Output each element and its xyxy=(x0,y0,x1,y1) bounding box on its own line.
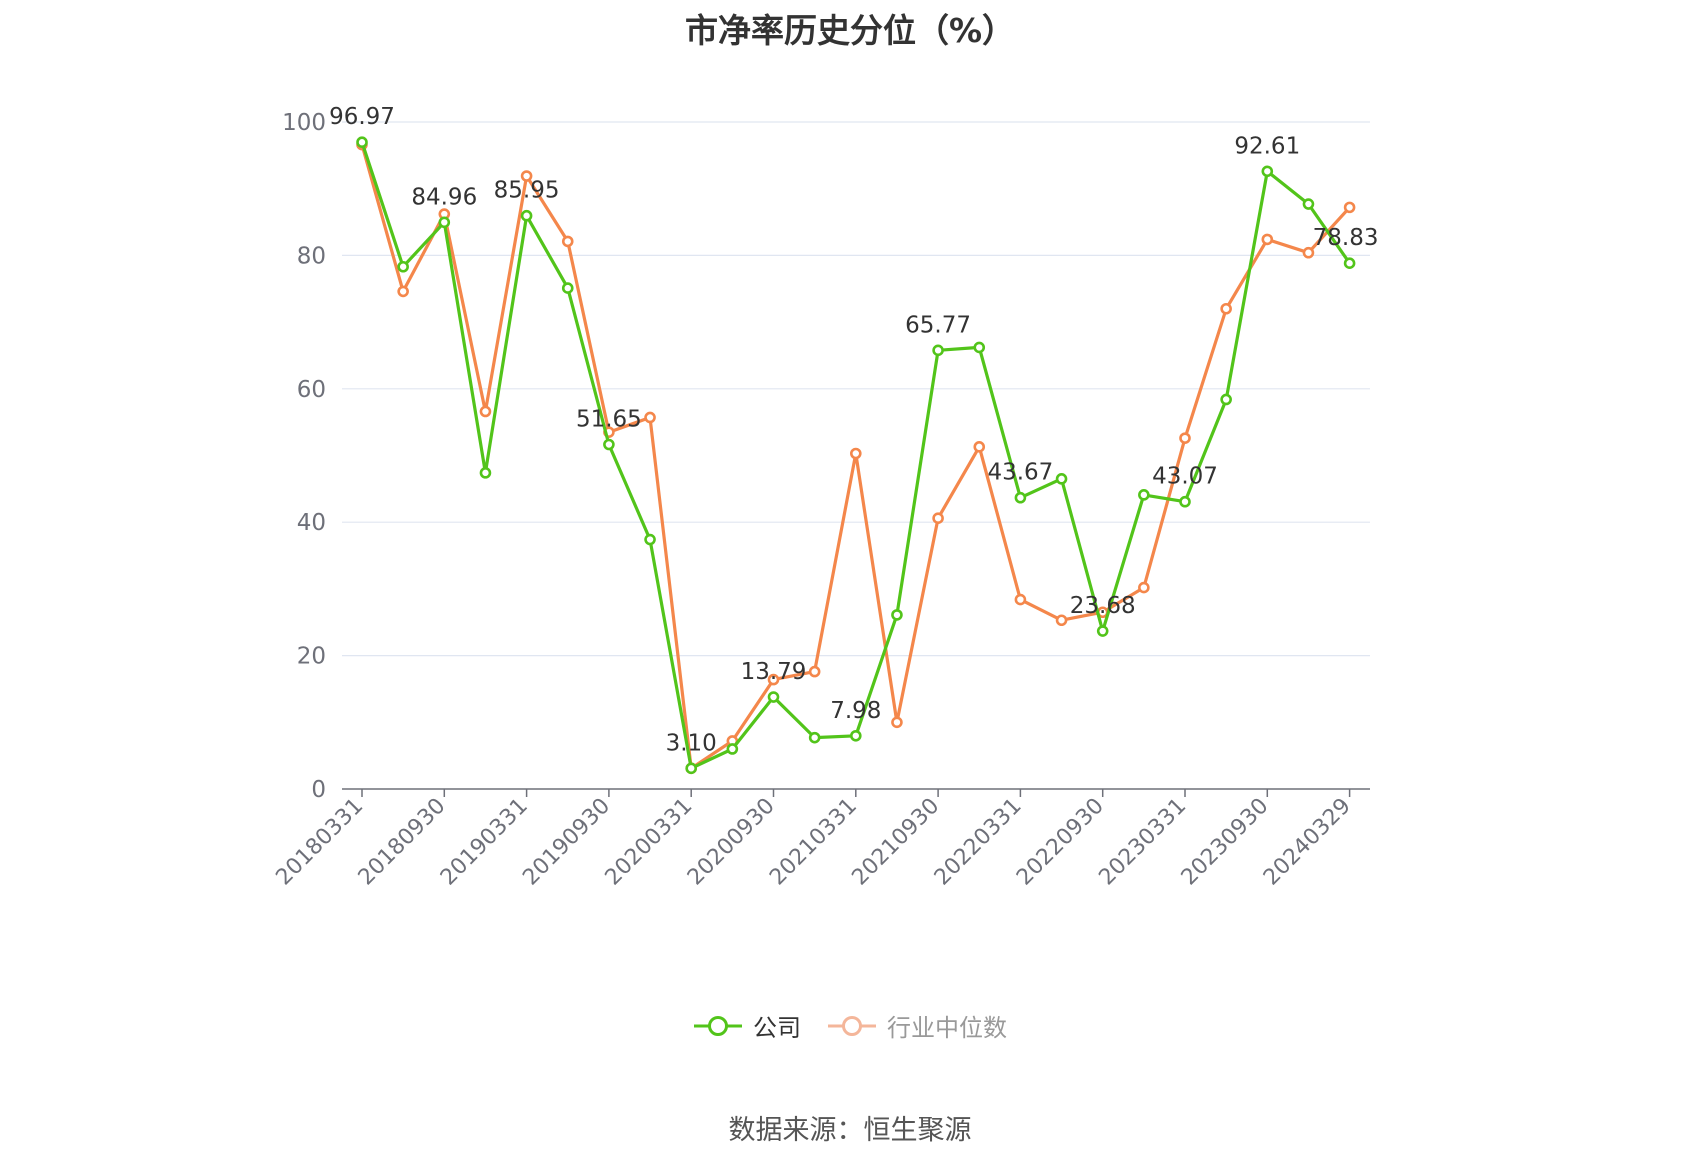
series-lines xyxy=(356,136,1356,775)
legend-item-company[interactable]: 公司 xyxy=(693,1008,801,1043)
data-point-company xyxy=(644,533,656,546)
data-point-company xyxy=(767,691,780,703)
y-tick-label: 100 xyxy=(282,110,326,136)
x-tick-label: 20210331 xyxy=(765,794,862,891)
data-point-industry-median xyxy=(561,235,574,248)
data-point-industry-median xyxy=(932,512,944,524)
data-point-company xyxy=(1302,198,1315,210)
data-label: 92.61 xyxy=(1234,133,1300,159)
data-point-industry-median xyxy=(973,441,986,453)
data-point-company xyxy=(479,467,492,479)
y-tick-label: 20 xyxy=(297,644,326,670)
data-point-company xyxy=(891,609,903,621)
x-tick-label: 20210930 xyxy=(847,794,944,891)
legend-company-swatch-icon xyxy=(694,1015,742,1036)
data-point-company xyxy=(1138,489,1150,501)
data-point-company xyxy=(726,743,739,755)
y-tick-label: 0 xyxy=(311,777,326,803)
data-point-company xyxy=(561,282,574,294)
data-label: 85.95 xyxy=(494,178,560,204)
data-point-industry-median xyxy=(1138,581,1150,594)
x-tick-label: 20220331 xyxy=(930,794,1027,891)
legend-industry-label: 行业中位数 xyxy=(887,1014,1007,1042)
data-point-industry-median xyxy=(1343,201,1356,214)
data-point-company xyxy=(397,260,409,273)
data-label: 43.67 xyxy=(987,460,1053,486)
x-tick-label: 20220930 xyxy=(1012,794,1109,891)
y-tick-label: 60 xyxy=(297,377,326,403)
data-label: 13.79 xyxy=(741,659,807,685)
data-point-company xyxy=(1014,491,1027,504)
legend-industry-swatch-icon xyxy=(828,1015,876,1036)
data-point-company xyxy=(849,729,862,742)
data-point-industry-median xyxy=(1055,614,1068,627)
data-point-industry-median xyxy=(1014,593,1027,606)
x-tick-label: 20190930 xyxy=(518,794,615,891)
x-tick-label: 20180930 xyxy=(354,794,451,891)
data-point-industry-median xyxy=(1302,246,1315,259)
x-tick-label: 20230331 xyxy=(1094,794,1191,891)
data-point-industry-median xyxy=(397,285,409,298)
data-label: 65.77 xyxy=(905,312,971,338)
x-tick-label: 20190331 xyxy=(436,794,533,891)
legend-company-label: 公司 xyxy=(753,1014,801,1042)
y-tick-label: 80 xyxy=(297,243,326,269)
data-point-company xyxy=(1179,495,1191,508)
data-point-company xyxy=(520,209,533,222)
x-tick-label: 20200930 xyxy=(683,794,780,891)
data-label: 3.10 xyxy=(666,730,717,756)
chart-title: 市净率历史分位（%） xyxy=(684,11,1016,50)
y-tick-label: 40 xyxy=(297,510,326,536)
data-point-company xyxy=(1220,393,1232,406)
data-point-company xyxy=(356,136,368,149)
data-point-company xyxy=(932,344,944,357)
data-label: 84.96 xyxy=(411,184,477,210)
data-point-industry-median xyxy=(808,665,821,678)
data-point-industry-median xyxy=(479,405,492,418)
data-point-company xyxy=(1055,473,1068,485)
data-point-company xyxy=(808,731,821,744)
data-point-industry-median xyxy=(767,673,780,686)
data-label: 43.07 xyxy=(1152,464,1218,490)
legend-item-industry-median[interactable]: 行业中位数 xyxy=(827,1008,1007,1043)
x-tick-label: 20200331 xyxy=(601,794,698,891)
data-point-company xyxy=(1261,165,1274,178)
data-point-industry-median xyxy=(1179,432,1191,444)
data-label: 78.83 xyxy=(1313,225,1379,251)
data-point-company xyxy=(973,341,986,354)
data-point-industry-median xyxy=(1261,233,1274,246)
x-tick-label: 20240329 xyxy=(1259,794,1356,891)
data-point-company xyxy=(603,438,615,451)
legend: 公司 行业中位数 xyxy=(0,1008,1700,1043)
data-point-industry-median xyxy=(644,411,656,424)
data-point-industry-median xyxy=(891,716,903,729)
data-point-company xyxy=(685,762,698,775)
data-point-industry-median xyxy=(849,447,862,460)
data-source: 数据来源：恒生聚源 xyxy=(728,1115,972,1146)
data-label: 51.65 xyxy=(576,406,642,432)
x-tick-label: 20230930 xyxy=(1177,794,1274,891)
data-point-company xyxy=(1343,257,1356,270)
data-label: 23.68 xyxy=(1070,593,1136,619)
data-label: 7.98 xyxy=(830,698,881,724)
data-label: 96.97 xyxy=(329,104,395,130)
data-point-company xyxy=(1096,625,1109,637)
x-tick-label: 20180331 xyxy=(271,794,368,891)
data-point-industry-median xyxy=(520,170,533,182)
data-labels: 96.97 84.96 85.95 51.65 3.10 13.79 7.98 65.77 43… xyxy=(329,104,1378,756)
data-point-industry-median xyxy=(1220,302,1232,315)
data-point-company xyxy=(438,216,451,229)
